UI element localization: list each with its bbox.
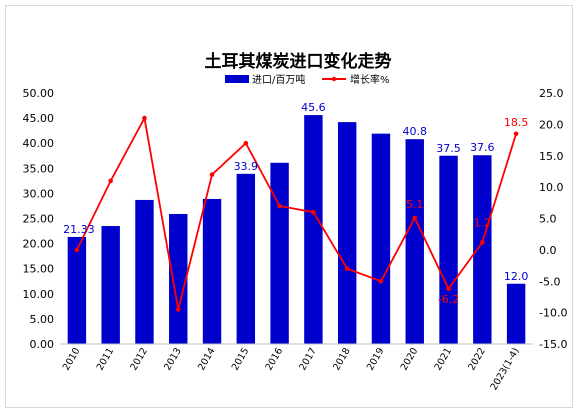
- bar-data-label: 33.9: [234, 160, 259, 173]
- bar-data-label: 45.6: [301, 101, 326, 114]
- line-data-label: 1.2: [474, 216, 492, 229]
- line-point: [480, 240, 485, 245]
- right-tick-label: -15.0: [539, 338, 567, 351]
- right-tick-label: 25.0: [539, 87, 564, 100]
- x-tick-label: 2013: [162, 346, 184, 372]
- bar: [169, 213, 188, 344]
- x-axis-tick-labels: 2010 2011 2012 2013 2014 2015 2016 2017 2018 2019…: [61, 346, 522, 392]
- left-tick-label: 40.00: [23, 137, 55, 150]
- line-point: [513, 131, 519, 137]
- bar: [371, 133, 391, 344]
- right-tick-label: -10.0: [539, 307, 567, 320]
- left-tick-label: 45.00: [23, 112, 55, 125]
- line-point: [243, 140, 249, 146]
- bar: [135, 199, 154, 344]
- x-tick-label: 2014: [196, 346, 218, 372]
- bar-series: [67, 115, 526, 344]
- line-point: [277, 203, 282, 209]
- legend: 进口/百万吨 增长率%: [225, 73, 390, 86]
- line-point: [446, 286, 451, 292]
- x-tick-label: 2010: [61, 346, 83, 372]
- line-point: [378, 278, 384, 284]
- legend-swatch-marker: [331, 76, 337, 82]
- x-tick-label: 2012: [128, 346, 150, 372]
- line-series: [74, 115, 519, 312]
- data-labels: 21.33 33.9 45.6 40.8 37.5 37.6 12.0 5.1 -6.2 1.2 1…: [63, 101, 528, 306]
- bar: [304, 115, 323, 344]
- right-tick-label: 5.0: [539, 213, 557, 226]
- line-point: [175, 307, 181, 312]
- line-point: [108, 178, 113, 184]
- left-tick-label: 20.00: [23, 238, 55, 251]
- bar-data-label: 37.5: [436, 142, 461, 155]
- line-point: [74, 247, 80, 253]
- left-tick-label: 15.00: [23, 263, 55, 276]
- bar-data-label: 37.6: [470, 141, 495, 154]
- growth-line: [76, 115, 517, 310]
- bar: [67, 236, 87, 344]
- left-tick-label: 0.00: [30, 338, 55, 351]
- left-tick-label: 30.00: [23, 187, 55, 200]
- bar: [337, 122, 357, 344]
- left-tick-label: 35.00: [23, 162, 55, 175]
- line-point: [344, 266, 350, 272]
- left-tick-label: 5.00: [30, 313, 55, 326]
- bar-data-label: 12.0: [504, 270, 529, 283]
- x-tick-label: 2020: [399, 346, 421, 372]
- x-tick-label: 2019: [365, 346, 387, 372]
- x-tick-label: 2018: [331, 346, 353, 372]
- left-tick-label: 10.00: [23, 288, 55, 301]
- legend-label-line: 增长率%: [350, 73, 390, 86]
- chart-svg: 土耳其煤炭进口变化走势 进口/百万吨 增长率% 0.00 5.00 10.00 15.…: [23, 51, 568, 392]
- legend-swatch-bar: [225, 75, 249, 83]
- x-tick-label: 2022: [466, 346, 488, 372]
- left-axis-ticks: 0.00 5.00 10.00 15.00 20.00 25.00 30.00 35.00 40…: [23, 87, 55, 351]
- line-point: [209, 172, 215, 177]
- line-data-label: 5.1: [406, 198, 424, 211]
- line-data-label: -6.2: [438, 293, 459, 306]
- line-point: [142, 115, 147, 121]
- x-tick-label: 2011: [95, 346, 117, 372]
- bar: [439, 155, 458, 344]
- bar: [270, 162, 289, 344]
- legend-label-bar: 进口/百万吨: [252, 73, 305, 86]
- line-point: [311, 209, 316, 215]
- line-point: [412, 215, 418, 221]
- right-tick-label: 20.0: [539, 118, 564, 131]
- x-tick-label: 2017: [297, 346, 319, 372]
- x-tick-label: 2021: [433, 346, 455, 372]
- right-tick-label: 0.0: [539, 244, 557, 257]
- bar: [405, 139, 424, 344]
- line-data-label: 18.5: [504, 116, 529, 129]
- x-tick-label: 2016: [264, 346, 286, 372]
- bar-data-label: 40.8: [403, 125, 428, 138]
- chart-title: 土耳其煤炭进口变化走势: [205, 51, 392, 72]
- x-tick-label: 2023(1-4): [489, 346, 522, 392]
- left-tick-label: 50.00: [23, 87, 55, 100]
- right-axis-ticks: -15.0 -10.0 -5.0 0.0 5.0 10.0 15.0 20.0 25.0: [539, 87, 567, 351]
- bar: [473, 155, 492, 344]
- chart-frame: 土耳其煤炭进口变化走势 进口/百万吨 增长率% 0.00 5.00 10.00 15.…: [5, 5, 573, 408]
- right-tick-label: 15.0: [539, 150, 564, 163]
- left-tick-label: 25.00: [23, 213, 55, 226]
- right-tick-label: -5.0: [539, 275, 560, 288]
- bar: [236, 173, 256, 344]
- bar: [202, 198, 222, 344]
- bar-data-label: 21.33: [63, 223, 95, 236]
- x-tick-label: 2015: [230, 346, 252, 372]
- right-tick-label: 10.0: [539, 181, 564, 194]
- bar: [101, 226, 120, 344]
- bar: [506, 283, 526, 344]
